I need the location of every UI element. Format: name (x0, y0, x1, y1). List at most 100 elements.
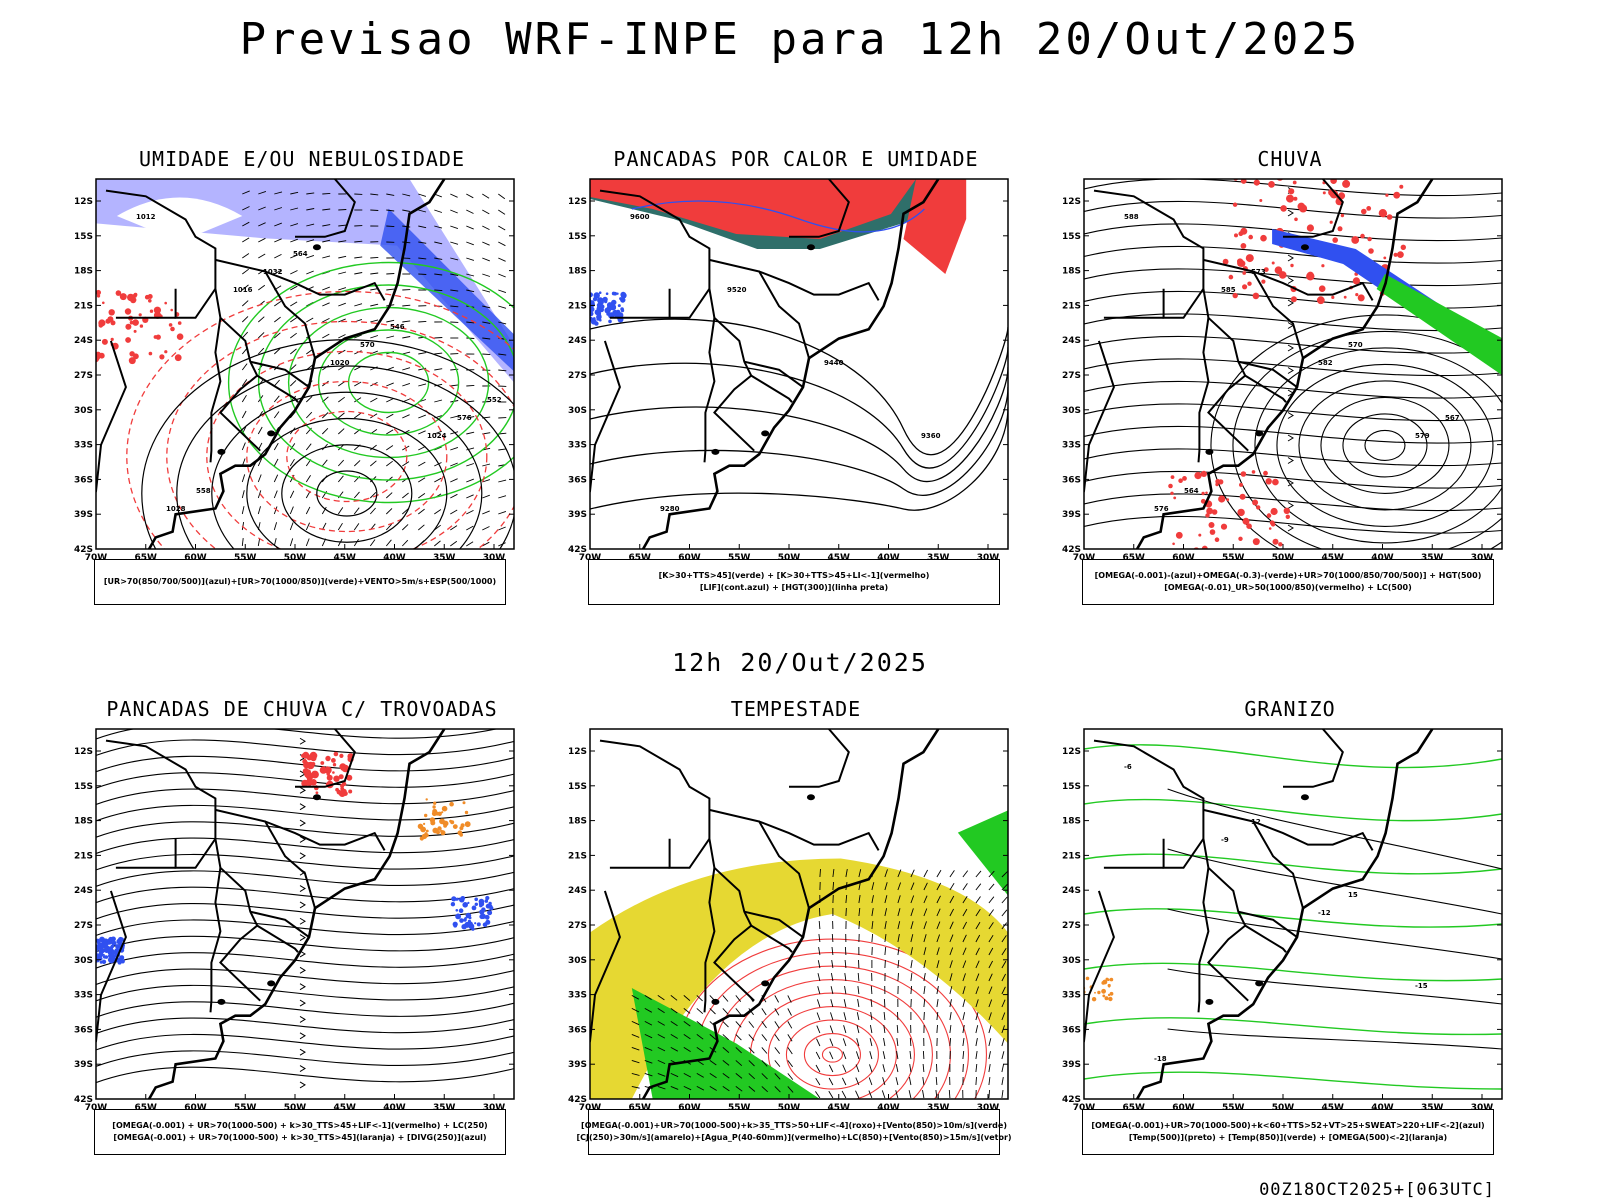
lat-tick-label: 21S (568, 301, 587, 311)
legend-box: [K>30+TTS>45](verde) + [K>30+TTS>45+LI<-… (588, 559, 1000, 605)
lat-tick-label: 12S (568, 747, 587, 757)
map-chuva: 588 585 582 579 576 573 570 567 564 12S 15S 18S 21S 2… (1062, 178, 1503, 563)
lat-tick-label: 24S (568, 886, 587, 896)
contour-label: 576 (1154, 505, 1169, 513)
legend-line: [OMEGA(-0.001) + UR>70(1000-500) + k>30_… (112, 1121, 488, 1130)
valid-time-label: 12h 20/Out/2025 (672, 648, 928, 677)
contour-label: 585 (1221, 286, 1236, 294)
lat-tick-label: 39S (74, 1060, 93, 1070)
contour-label: 582 (1318, 359, 1333, 367)
contour-label: 564 (1184, 487, 1199, 495)
lon-tick-label: 30W (483, 553, 506, 563)
legend-box: [OMEGA(-0.001)+UR>70(1000-500)+k<60+TTS>… (1082, 1109, 1494, 1155)
lat-tick-label: 33S (74, 441, 93, 451)
lon-tick-label: 55W (728, 1103, 751, 1113)
lon-tick-label: 30W (1471, 553, 1494, 563)
lon-tick-label: 60W (678, 1103, 701, 1113)
lat-tick-label: 24S (568, 336, 587, 346)
lat-tick-label: 18S (74, 267, 93, 277)
legend-box: [UR>70(850/700/500)](azul)+[UR>70(1000/8… (94, 559, 506, 605)
lon-tick-label: 40W (1371, 1103, 1394, 1113)
lon-tick-label: 40W (877, 553, 900, 563)
lon-tick-label: 30W (977, 553, 1000, 563)
lon-tick-label: 60W (1172, 553, 1195, 563)
lat-tick-label: 18S (1062, 817, 1081, 827)
lon-tick-label: 70W (579, 1103, 602, 1113)
contour-label: 579 (1415, 432, 1430, 440)
contour-label: 1020 (330, 359, 350, 367)
lat-tick-label: 30S (568, 956, 587, 966)
lon-tick-label: 65W (629, 553, 652, 563)
lon-tick-label: 55W (234, 1103, 257, 1113)
lon-tick-label: 35W (927, 553, 950, 563)
panel-title: TEMPESTADE (730, 697, 862, 721)
contour-label: -18 (1154, 1055, 1167, 1063)
lat-tick-label: 27S (74, 371, 93, 381)
lat-tick-label: 36S (74, 475, 93, 485)
run-timestamp: 00Z18OCT2025+[063UTC] (1259, 1180, 1495, 1200)
map-pancadas-calor: 9600 9520 9440 9360 9280 12S 15S 18S 21S 24S 27S 30… (568, 178, 1009, 563)
lat-tick-label: 36S (568, 475, 587, 485)
legend-box: [OMEGA(-0.001)+UR>70(1000-500)+k>35_TTS>… (576, 1109, 1012, 1155)
lat-tick-label: 39S (568, 510, 587, 520)
panel-title: PANCADAS DE CHUVA C/ TROVOADAS (106, 697, 498, 721)
lon-tick-label: 30W (483, 1103, 506, 1113)
lat-tick-label: 27S (568, 921, 587, 931)
lat-tick-label: 24S (74, 336, 93, 346)
lon-tick-label: 50W (1272, 553, 1295, 563)
legend-box: [OMEGA(-0.001)-(azul)+OMEGA(-0.3)-(verde… (1082, 559, 1494, 605)
lon-tick-label: 60W (184, 553, 207, 563)
contour-label: 576 (457, 414, 472, 422)
panel-umidade: UMIDADE E/OU NEBULOSIDADE 1012 1016 1020 102… (72, 147, 532, 627)
lon-tick-label: 60W (678, 553, 701, 563)
lat-tick-label: 24S (74, 886, 93, 896)
lon-tick-label: 65W (629, 1103, 652, 1113)
lon-tick-label: 45W (1322, 1103, 1345, 1113)
lat-tick-label: 27S (1062, 371, 1081, 381)
panel-title: PANCADAS POR CALOR E UMIDADE (613, 147, 979, 171)
lat-tick-label: 39S (568, 1060, 587, 1070)
lat-tick-label: 12S (1062, 747, 1081, 757)
contour-label: 9360 (921, 432, 941, 440)
lat-tick-label: 18S (74, 817, 93, 827)
lat-tick-label: 30S (1062, 406, 1081, 416)
lon-tick-label: 45W (828, 1103, 851, 1113)
panel-pancadas-calor: PANCADAS POR CALOR E UMIDADE 9600 9520 9440… (566, 147, 1026, 627)
lat-tick-label: 33S (568, 441, 587, 451)
lon-tick-label: 55W (728, 553, 751, 563)
lat-tick-label: 42S (568, 545, 587, 555)
lon-tick-label: 60W (184, 1103, 207, 1113)
lat-tick-label: 30S (74, 406, 93, 416)
contour-label: 1028 (166, 505, 186, 513)
contour-label: 564 (293, 250, 308, 258)
lat-tick-label: 42S (74, 545, 93, 555)
contour-label: 9600 (630, 213, 650, 221)
lat-tick-label: 27S (74, 921, 93, 931)
lon-tick-label: 50W (1272, 1103, 1295, 1113)
panel-tempestade: TEMPESTADE 12S 15S 18S 21S 24S 27S 30S 33S 36S 39S… (566, 697, 1026, 1177)
contour-label: 546 (390, 323, 405, 331)
legend-line: [OMEGA(-0.001)+UR>70(1000-500)+k<60+TTS>… (1091, 1121, 1485, 1130)
lat-tick-label: 18S (1062, 267, 1081, 277)
legend-line: [CJ(250)>30m/s](amarelo)+[Agua_P(40-60mm… (576, 1133, 1012, 1142)
contour-label: 558 (196, 487, 211, 495)
map-granizo: -6-9-12-15-18121512S15S18S21S24S27S30S33… (1062, 728, 1503, 1113)
lat-tick-label: 33S (74, 991, 93, 1001)
contour-label: -9 (1221, 836, 1229, 844)
lon-tick-label: 70W (85, 1103, 108, 1113)
contour-label: 570 (1348, 341, 1363, 349)
lat-tick-label: 33S (568, 991, 587, 1001)
lat-tick-label: 21S (1062, 851, 1081, 861)
contour-label: 9280 (660, 505, 680, 513)
lon-tick-label: 50W (778, 1103, 801, 1113)
lon-tick-label: 65W (1123, 1103, 1146, 1113)
contour-label: -12 (1318, 909, 1331, 917)
contour-label: 1024 (427, 432, 447, 440)
lon-tick-label: 55W (1222, 553, 1245, 563)
lon-tick-label: 55W (1222, 1103, 1245, 1113)
lat-tick-label: 27S (1062, 921, 1081, 931)
contour-label: 570 (360, 341, 375, 349)
lat-tick-label: 39S (1062, 1060, 1081, 1070)
